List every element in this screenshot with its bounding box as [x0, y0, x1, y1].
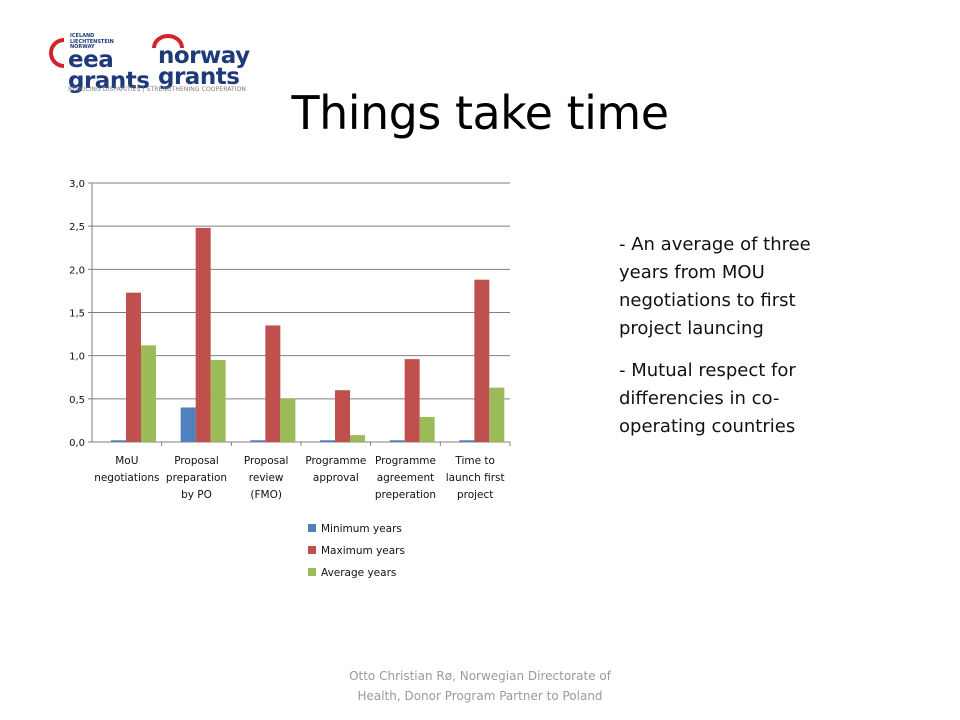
legend-swatch [308, 568, 316, 576]
x-tick-label: launch first [446, 472, 505, 484]
x-tick-label: (FMO) [250, 489, 282, 501]
x-tick-label: Proposal [174, 455, 219, 467]
x-tick-label: by PO [181, 489, 212, 501]
bar [489, 387, 505, 442]
bar [195, 227, 211, 442]
bar [404, 359, 420, 442]
y-tick-label: 0,5 [69, 395, 85, 406]
norway-logo-mark-icon [152, 34, 184, 49]
slide-title: Things take time [291, 86, 669, 140]
x-tick-label: Programme [375, 455, 436, 467]
x-tick-label: review [249, 472, 284, 484]
bar [459, 440, 475, 442]
bar [265, 325, 281, 442]
bullet-item: - Mutual respect for differencies in co-… [619, 360, 796, 437]
x-tick-label: project [457, 489, 493, 501]
y-tick-label: 1,0 [69, 352, 85, 363]
bar [250, 440, 266, 442]
legend-label: Maximum years [321, 545, 405, 557]
bullet-item: - An average of three years from MOU neg… [619, 234, 811, 339]
legend-swatch [308, 524, 316, 532]
y-tick-label: 1,5 [69, 309, 85, 320]
bar [419, 416, 435, 442]
bar-chart: 0,0 0,5 1,0 1,5 2,0 2,5 3,0 MoU negotiations Prop… [55, 170, 525, 610]
eea-countries: ICELAND LIECHTENSTEIN NORWAY [70, 33, 114, 50]
bar [141, 345, 156, 442]
legend-swatch [308, 546, 316, 554]
y-tick-label: 0,0 [69, 438, 85, 449]
x-tick-label: preparation [166, 472, 227, 484]
bar [111, 440, 126, 442]
bar [389, 440, 405, 442]
legend-label: Minimum years [321, 523, 402, 535]
bar [474, 279, 490, 442]
x-tick-label: MoU [115, 455, 138, 467]
y-tick-label: 2,0 [69, 265, 85, 276]
eea-logo-mark-icon [49, 38, 65, 68]
x-tick-label: Proposal [244, 455, 289, 467]
bar [210, 359, 226, 442]
bar [320, 440, 335, 442]
y-tick-label: 2,5 [69, 222, 85, 233]
bullet-list: - An average of three years from MOU neg… [619, 231, 849, 455]
logo-tagline: REDUCING DISPARITIES | STRENGTHENING COO… [68, 86, 247, 93]
x-tick-label: negotiations [94, 472, 159, 484]
x-tick-label: Programme [305, 455, 366, 467]
bar [180, 407, 196, 442]
bar-chart-svg: 0,0 0,5 1,0 1,5 2,0 2,5 3,0 MoU negotiations Prop… [69, 179, 511, 579]
bar [350, 435, 365, 442]
slide-footer: Otto Christian Rø, Norwegian Directorate… [349, 669, 611, 703]
bar [280, 398, 296, 442]
x-tick-label: agreement [377, 472, 435, 484]
legend-label: Average years [321, 567, 396, 579]
norway-grants-wordmark: norway grants [158, 43, 250, 90]
bar [126, 292, 141, 442]
x-tick-label: preperation [375, 489, 436, 501]
logo-area: ICELAND LIECHTENSTEIN NORWAY eea grants no… [48, 30, 278, 96]
y-tick-label: 3,0 [69, 179, 85, 190]
x-tick-label: Time to [454, 455, 495, 467]
x-tick-label: approval [313, 472, 359, 484]
bar [335, 390, 350, 442]
